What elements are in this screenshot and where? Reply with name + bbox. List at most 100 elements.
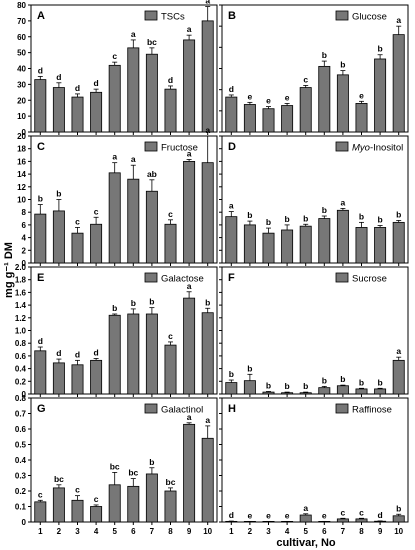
bar xyxy=(145,53,158,133)
panel-c: 0 2 4 6 8 10 12 14 16 18 20 b b c c a a ab c a a C Fructose xyxy=(17,125,218,268)
panel-label: F xyxy=(228,272,235,284)
bar xyxy=(336,518,349,523)
bar xyxy=(71,364,84,395)
x-tick-label: 1 xyxy=(38,527,43,536)
bar xyxy=(108,64,121,133)
significance-letter: a xyxy=(131,154,136,164)
bar xyxy=(281,229,294,264)
panel-label: B xyxy=(228,10,236,22)
significance-letter: d xyxy=(229,510,234,520)
x-tick-label: 10 xyxy=(394,527,403,536)
x-tick-label: 10 xyxy=(203,527,212,536)
bar xyxy=(355,518,368,523)
significance-letter: b xyxy=(303,213,308,223)
significance-letter: ab xyxy=(147,169,157,179)
y-tick-label: 0.2 xyxy=(15,487,27,496)
bar xyxy=(127,485,140,523)
significance-letter: a xyxy=(205,125,210,135)
significance-letter: b xyxy=(340,60,345,70)
y-axis-title: mg g⁻¹ DM xyxy=(3,242,15,298)
y-tick-label: 0.3 xyxy=(15,472,27,481)
panel-d: a b b b b b a b b b D Myo-Inositol xyxy=(219,135,409,266)
bar xyxy=(145,473,158,523)
x-tick-label: 7 xyxy=(150,527,155,536)
y-tick-label: 0.5 xyxy=(15,441,27,450)
y-tick-label: 0 xyxy=(22,259,27,268)
significance-letter: b xyxy=(396,209,401,219)
bar xyxy=(355,388,368,395)
panel-e: 0 0.2 0.4 0.6 0.8 1.0 1.2 1.4 1.6 1.8 2.0 d d d d b b b c a… xyxy=(15,263,218,399)
bar xyxy=(318,65,331,133)
significance-letter: a xyxy=(112,152,117,162)
y-tick-label: 0.2 xyxy=(15,377,27,386)
bar xyxy=(108,484,121,523)
significance-letter: d xyxy=(93,78,98,88)
significance-letter: a xyxy=(205,0,210,6)
bar xyxy=(108,314,121,395)
significance-letter: c xyxy=(168,209,173,219)
significance-letter: a xyxy=(187,148,192,158)
y-tick-label: 8 xyxy=(22,208,27,217)
significance-letter: b xyxy=(229,369,234,379)
bar xyxy=(90,359,103,395)
y-tick-label: 1.6 xyxy=(15,288,27,297)
y-tick-label: 6 xyxy=(22,221,27,230)
significance-letter: b xyxy=(396,503,401,513)
bar xyxy=(336,209,349,264)
bar xyxy=(281,392,294,395)
legend-swatch xyxy=(335,141,349,152)
y-tick-label: 1.2 xyxy=(15,314,27,323)
significance-letter: a xyxy=(396,346,401,356)
y-tick-label: 18 xyxy=(17,145,26,154)
bar xyxy=(336,74,349,133)
legend-label: Galactinol xyxy=(161,405,203,416)
panel-f: b b b b b b b b b a F Sucrose xyxy=(219,266,409,397)
significance-letter: b xyxy=(56,189,61,199)
significance-letter: b xyxy=(205,297,210,307)
x-tick-label: 6 xyxy=(131,527,136,536)
bar xyxy=(336,385,349,395)
bar xyxy=(52,487,65,523)
significance-letter: b xyxy=(38,194,43,204)
x-tick-label: 7 xyxy=(341,527,346,536)
y-tick-label: 20 xyxy=(17,96,26,105)
x-tick-label: 2 xyxy=(57,527,62,536)
bar xyxy=(374,388,387,395)
significance-letter: b xyxy=(359,377,364,387)
significance-letter: d xyxy=(75,83,80,93)
legend-rest: -Inositol xyxy=(370,143,403,154)
bar xyxy=(164,490,177,523)
plot-frame xyxy=(221,397,409,523)
significance-letter: b xyxy=(131,298,136,308)
significance-letter: bc xyxy=(54,474,64,484)
bar xyxy=(201,312,214,395)
bar xyxy=(374,227,387,264)
y-tick-label: 0.8 xyxy=(15,339,27,348)
y-tick-label: 10 xyxy=(17,112,26,121)
y-tick-label: 0.7 xyxy=(15,410,27,419)
significance-letter: e xyxy=(285,92,290,102)
panel-b: d e e e c b b e b a B Glucose xyxy=(219,4,409,135)
bar xyxy=(201,20,214,133)
bar xyxy=(201,162,214,264)
y-tick-label: 0 xyxy=(22,518,27,527)
significance-letter: c xyxy=(94,206,99,216)
bar xyxy=(392,221,405,264)
bar xyxy=(299,87,312,133)
y-tick-label: 10 xyxy=(17,196,26,205)
bar xyxy=(164,344,177,395)
significance-letter: c xyxy=(75,485,80,495)
bar xyxy=(201,437,214,523)
bar xyxy=(145,313,158,395)
legend-italic: Myo xyxy=(352,143,370,154)
significance-letter: b xyxy=(149,297,154,307)
significance-letter: c xyxy=(341,507,346,517)
significance-letter: c xyxy=(303,74,308,84)
significance-letter: a xyxy=(229,201,234,211)
bar xyxy=(299,514,312,523)
significance-letter: bc xyxy=(166,477,176,487)
bar xyxy=(90,91,103,133)
legend-swatch xyxy=(335,10,349,21)
y-tick-label: 20 xyxy=(17,132,26,141)
